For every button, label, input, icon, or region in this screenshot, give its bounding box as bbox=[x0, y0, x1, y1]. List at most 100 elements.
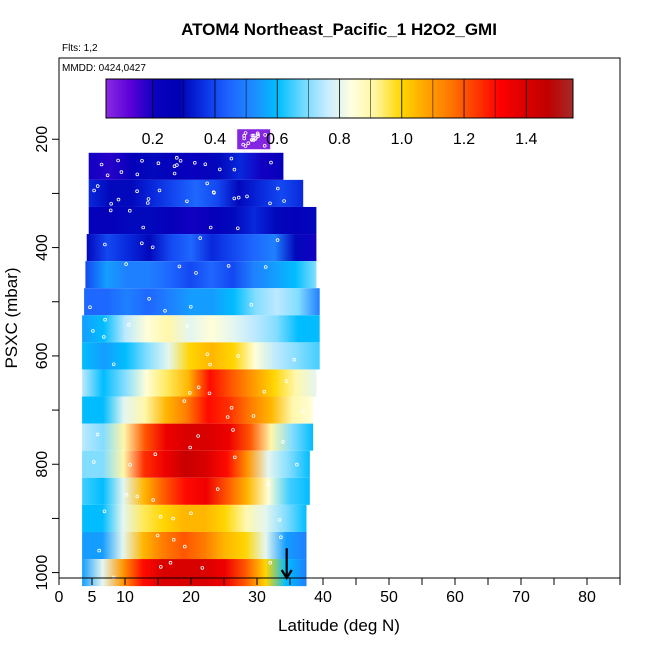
sample-marker bbox=[253, 137, 258, 141]
sample-marker bbox=[111, 362, 116, 367]
sample-marker bbox=[147, 296, 151, 301]
sample-marker bbox=[208, 225, 213, 230]
sample-marker bbox=[233, 455, 237, 460]
sample-marker bbox=[269, 160, 273, 165]
sample-marker bbox=[109, 202, 113, 206]
sample-marker bbox=[108, 208, 113, 213]
sample-marker bbox=[116, 197, 121, 202]
sample-marker bbox=[279, 535, 283, 539]
chart-title: ATOM4 Northeast_Pacific_1 H2O2_GMI bbox=[181, 20, 497, 39]
sample-marker bbox=[275, 186, 280, 191]
observation-points bbox=[88, 131, 305, 580]
sample-marker bbox=[182, 399, 187, 403]
x-axis: 0 5 10 20 30 40 50 60 70 80 bbox=[55, 578, 621, 606]
sample-marker bbox=[188, 445, 193, 450]
sample-marker bbox=[156, 161, 161, 166]
sample-marker bbox=[185, 199, 189, 204]
sample-marker bbox=[97, 548, 101, 553]
sample-marker bbox=[153, 452, 158, 457]
x-tick-label: 80 bbox=[578, 589, 596, 606]
colorbar-tick-label: 1.0 bbox=[391, 131, 413, 148]
sample-marker bbox=[194, 271, 198, 275]
heatmap-band bbox=[85, 261, 317, 289]
y-tick-label: 600 bbox=[34, 342, 51, 369]
sample-marker bbox=[226, 264, 231, 268]
sample-marker bbox=[102, 509, 107, 514]
sample-marker bbox=[124, 262, 128, 266]
sample-marker bbox=[249, 138, 254, 142]
sample-marker bbox=[177, 264, 182, 269]
plot-frame bbox=[58, 57, 621, 579]
x-tick-label: 40 bbox=[314, 589, 332, 606]
heatmap-band bbox=[82, 504, 307, 532]
x-tick-label: 5 bbox=[88, 589, 97, 606]
sample-marker bbox=[262, 389, 267, 394]
sample-marker bbox=[207, 391, 212, 396]
heatmap-band bbox=[82, 369, 317, 397]
heatmap-band bbox=[88, 206, 317, 235]
y-axis-label: PSXC (mbar) bbox=[2, 267, 21, 368]
sample-marker bbox=[111, 575, 116, 580]
sample-marker bbox=[175, 163, 179, 167]
colorbar-tick-label: 0.4 bbox=[204, 131, 226, 148]
heatmap-band bbox=[82, 396, 314, 424]
sample-marker bbox=[135, 494, 140, 499]
sample-marker bbox=[116, 158, 120, 163]
x-axis-label: Latitude (deg N) bbox=[278, 616, 400, 635]
x-tick-label: 50 bbox=[380, 589, 398, 606]
sample-marker bbox=[196, 434, 200, 438]
sample-marker bbox=[141, 225, 146, 230]
sample-marker bbox=[231, 428, 235, 432]
sample-marker bbox=[242, 136, 247, 141]
sample-marker bbox=[88, 305, 92, 310]
sample-marker bbox=[277, 518, 282, 522]
sample-marker bbox=[95, 184, 100, 188]
heatmap-band bbox=[88, 152, 284, 180]
heatmap-band bbox=[82, 531, 307, 560]
sample-marker bbox=[236, 195, 241, 200]
flights-label: Flts: 1,2 bbox=[62, 43, 98, 54]
sample-marker bbox=[212, 191, 216, 195]
sample-marker bbox=[146, 201, 150, 205]
sample-marker bbox=[128, 462, 132, 467]
heatmap-band bbox=[88, 179, 304, 207]
sample-marker bbox=[155, 533, 160, 538]
sample-marker bbox=[205, 352, 210, 357]
sample-marker bbox=[151, 498, 156, 502]
sample-marker bbox=[262, 144, 267, 148]
sample-marker bbox=[196, 385, 201, 390]
sample-marker bbox=[232, 196, 237, 201]
colorbar-tick-label: 0.8 bbox=[328, 131, 350, 148]
sample-marker bbox=[263, 265, 268, 269]
x-tick-label: 70 bbox=[512, 589, 530, 606]
sample-marker bbox=[105, 173, 110, 178]
sample-marker bbox=[157, 188, 162, 193]
sample-marker bbox=[171, 516, 175, 521]
sample-marker bbox=[185, 324, 189, 329]
sample-marker bbox=[172, 171, 177, 176]
sample-marker bbox=[208, 362, 212, 367]
sample-marker bbox=[243, 144, 248, 148]
sample-marker bbox=[225, 415, 230, 419]
sample-marker bbox=[127, 322, 131, 327]
sample-marker bbox=[284, 379, 289, 384]
sample-marker bbox=[249, 302, 254, 307]
heatmap-band bbox=[82, 315, 320, 343]
heatmap-band bbox=[82, 559, 307, 587]
colorbar-tick-label: 0.6 bbox=[266, 131, 288, 148]
sample-marker bbox=[203, 162, 208, 167]
y-tick-label: 200 bbox=[34, 126, 51, 153]
sample-marker bbox=[301, 409, 305, 414]
sample-marker bbox=[218, 167, 222, 172]
sample-marker bbox=[178, 159, 183, 163]
sample-marker bbox=[95, 432, 100, 437]
sample-marker bbox=[189, 511, 193, 516]
y-tick-label: 800 bbox=[34, 451, 51, 478]
sample-marker bbox=[150, 245, 155, 250]
sample-marker bbox=[175, 155, 179, 160]
sample-marker bbox=[256, 134, 260, 139]
sample-marker bbox=[251, 414, 256, 418]
x-tick-label: 10 bbox=[116, 589, 134, 606]
sample-marker bbox=[275, 238, 280, 242]
sample-marker bbox=[251, 133, 256, 138]
